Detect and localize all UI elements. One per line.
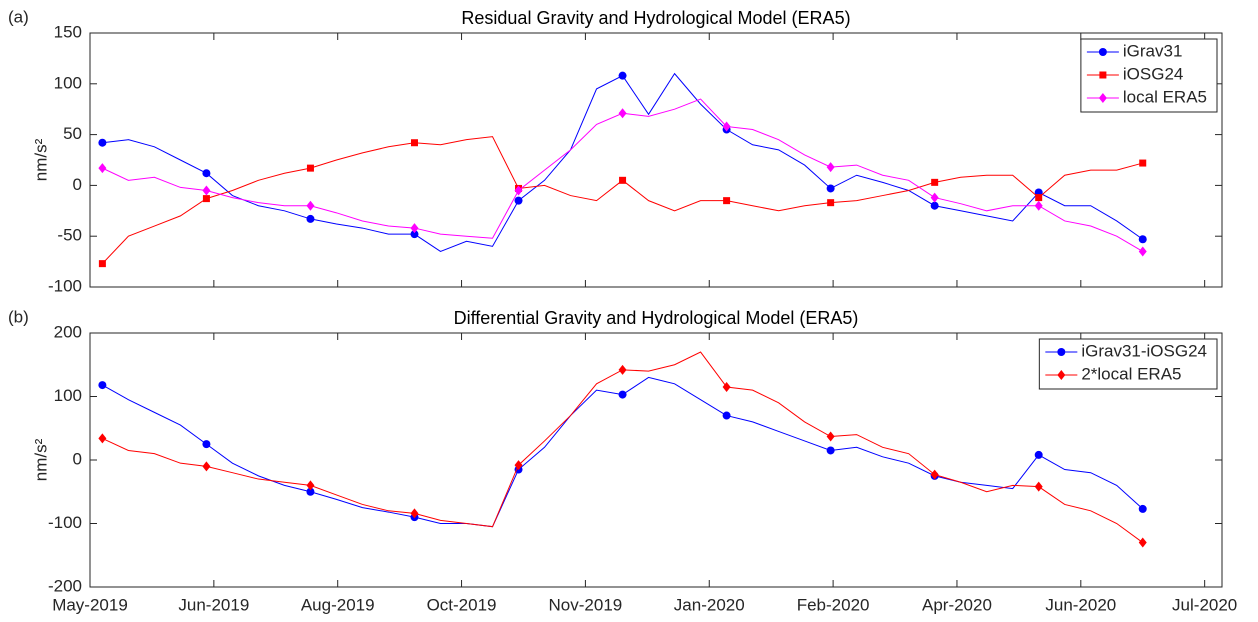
marker bbox=[1035, 194, 1043, 202]
panel-label: (a) bbox=[8, 7, 29, 26]
x-tick-label: Jun-2020 bbox=[1045, 595, 1116, 614]
x-tick-label: Jun-2019 bbox=[178, 595, 249, 614]
x-tick-label: Aug-2019 bbox=[301, 595, 375, 614]
marker bbox=[306, 487, 315, 496]
marker bbox=[202, 185, 211, 196]
marker bbox=[826, 184, 835, 193]
marker bbox=[98, 433, 107, 444]
series-line bbox=[102, 351, 1144, 543]
marker bbox=[1138, 504, 1147, 513]
marker bbox=[1034, 481, 1043, 492]
marker bbox=[723, 197, 731, 205]
x-tick-label: Jan-2020 bbox=[674, 595, 745, 614]
marker bbox=[618, 390, 627, 399]
marker bbox=[514, 460, 523, 471]
marker bbox=[722, 121, 731, 132]
marker bbox=[827, 199, 835, 207]
marker bbox=[826, 162, 835, 173]
panel-label: (b) bbox=[8, 307, 29, 326]
marker bbox=[202, 195, 210, 203]
marker bbox=[1034, 450, 1043, 459]
y-tick-label: -200 bbox=[48, 576, 82, 595]
legend: iGrav31-iOSG24 2*local ERA5 bbox=[1038, 338, 1218, 390]
chart-title: Differential Gravity and Hydrological Mo… bbox=[454, 308, 859, 328]
x-tick-label: Apr-2020 bbox=[922, 595, 992, 614]
marker bbox=[202, 461, 211, 472]
marker bbox=[98, 381, 107, 390]
y-tick-label: -100 bbox=[48, 513, 82, 532]
marker bbox=[202, 440, 211, 449]
marker bbox=[306, 164, 314, 172]
y-tick-label: -100 bbox=[48, 276, 82, 295]
marker bbox=[1057, 348, 1066, 356]
axes-box bbox=[89, 32, 1223, 288]
marker bbox=[306, 214, 315, 223]
marker bbox=[1098, 93, 1107, 103]
y-tick-label: 100 bbox=[54, 73, 82, 92]
x-tick-label: Nov-2019 bbox=[549, 595, 623, 614]
marker bbox=[930, 469, 939, 480]
marker bbox=[618, 108, 627, 119]
legend: iGrav31 iOSG24 local ERA5 bbox=[1080, 38, 1218, 113]
legend-label: local ERA5 bbox=[1123, 87, 1207, 106]
marker bbox=[1138, 246, 1147, 257]
marker bbox=[98, 138, 107, 147]
marker bbox=[1138, 537, 1147, 548]
marker bbox=[930, 192, 939, 203]
marker bbox=[98, 163, 107, 174]
marker bbox=[1057, 370, 1066, 380]
legend-label: iGrav31 bbox=[1123, 41, 1183, 60]
y-tick-label: 0 bbox=[73, 449, 82, 468]
panel: (a) Residual Gravity and Hydrological Mod… bbox=[8, 7, 1223, 295]
marker bbox=[826, 431, 835, 442]
marker bbox=[514, 196, 523, 205]
y-tick-label: 100 bbox=[54, 386, 82, 405]
legend-box bbox=[1038, 338, 1218, 390]
marker bbox=[1138, 235, 1147, 244]
y-tick-label: 150 bbox=[54, 22, 82, 41]
panel: (b) Differential Gravity and Hydrological… bbox=[8, 307, 1237, 614]
x-tick-label: May-2019 bbox=[52, 595, 128, 614]
marker bbox=[1139, 159, 1147, 167]
marker bbox=[618, 364, 627, 375]
marker bbox=[722, 381, 731, 392]
axes-box bbox=[89, 332, 1223, 588]
marker bbox=[931, 178, 939, 186]
marker bbox=[1098, 48, 1107, 56]
marker bbox=[826, 446, 835, 455]
x-tick-label: Oct-2019 bbox=[427, 595, 497, 614]
x-tick-label: Jul-2020 bbox=[1172, 595, 1237, 614]
marker bbox=[722, 411, 731, 420]
y-tick-label: 0 bbox=[73, 175, 82, 194]
y-axis-label: nm/s² bbox=[31, 438, 50, 481]
series-line bbox=[102, 136, 1143, 264]
marker bbox=[930, 201, 939, 210]
y-tick-label: 200 bbox=[54, 322, 82, 341]
marker bbox=[306, 480, 315, 491]
y-axis-label: nm/s² bbox=[31, 138, 50, 181]
series-line bbox=[102, 72, 1144, 253]
marker bbox=[202, 169, 211, 178]
y-tick-label: 50 bbox=[63, 124, 82, 143]
marker bbox=[98, 260, 106, 268]
y-tick-label: -50 bbox=[57, 226, 82, 245]
marker bbox=[410, 230, 419, 239]
marker bbox=[410, 139, 418, 147]
marker bbox=[618, 71, 627, 80]
legend-label: iGrav31-iOSG24 bbox=[1081, 341, 1207, 360]
marker bbox=[1034, 200, 1043, 211]
legend-label: 2*local ERA5 bbox=[1081, 364, 1181, 383]
marker bbox=[1099, 71, 1107, 79]
marker bbox=[410, 223, 419, 234]
x-tick-label: Feb-2020 bbox=[797, 595, 870, 614]
legend-label: iOSG24 bbox=[1123, 64, 1183, 83]
series-line bbox=[102, 376, 1144, 528]
marker bbox=[306, 200, 315, 211]
chart-title: Residual Gravity and Hydrological Model … bbox=[461, 8, 850, 28]
marker bbox=[514, 185, 523, 196]
marker bbox=[410, 508, 419, 519]
marker bbox=[619, 176, 627, 184]
